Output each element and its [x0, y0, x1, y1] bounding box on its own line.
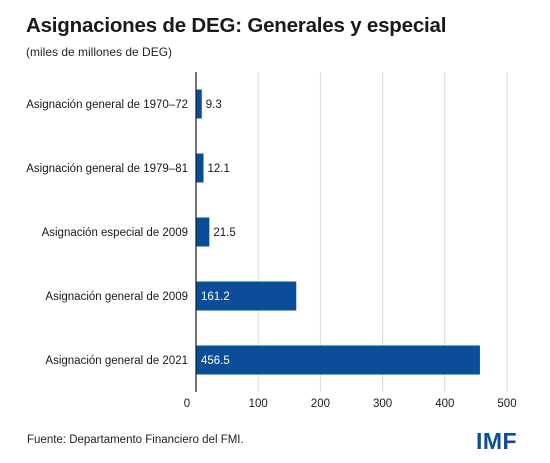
- data-labels: 9.3 12.1 21.5 161.2 456.5: [201, 99, 236, 367]
- x-tick-label: 200: [311, 398, 330, 410]
- data-label: 161.2: [201, 291, 230, 303]
- chart-title: Asignaciones de DEG: Generales y especia…: [26, 14, 447, 37]
- data-label: 21.5: [213, 227, 235, 239]
- bar: [196, 217, 210, 247]
- x-tick-label: 400: [435, 398, 454, 410]
- chart-subtitle: (miles de millones de DEG): [26, 45, 173, 59]
- category-label: Asignación especial de 2009: [42, 227, 188, 239]
- category-label: Asignación general de 2021: [45, 355, 188, 367]
- x-tick-label: 300: [373, 398, 392, 410]
- category-label: Asignación general de 1970–72: [26, 99, 188, 111]
- imf-logo: IMF: [476, 428, 518, 454]
- data-label: 12.1: [208, 163, 230, 175]
- category-labels: Asignación general de 1970–72 Asignación …: [26, 99, 188, 367]
- category-label: Asignación general de 1979–81: [26, 163, 188, 175]
- x-tick-label: 100: [249, 398, 268, 410]
- source-note: Fuente: Departamento Financiero del FMI.: [27, 434, 244, 446]
- data-label: 9.3: [206, 99, 222, 111]
- bar: [196, 345, 480, 375]
- x-tick-label: 500: [497, 398, 516, 410]
- category-label: Asignación general de 2009: [45, 291, 188, 303]
- bar: [196, 153, 204, 183]
- gridlines: [257, 72, 508, 392]
- bar: [196, 281, 297, 311]
- data-label: 456.5: [201, 355, 230, 367]
- x-tick-label: 0: [184, 398, 190, 410]
- bars: [196, 89, 480, 375]
- bar: [196, 89, 202, 119]
- x-axis-ticks: 0 100 200 300 400 500: [184, 398, 517, 410]
